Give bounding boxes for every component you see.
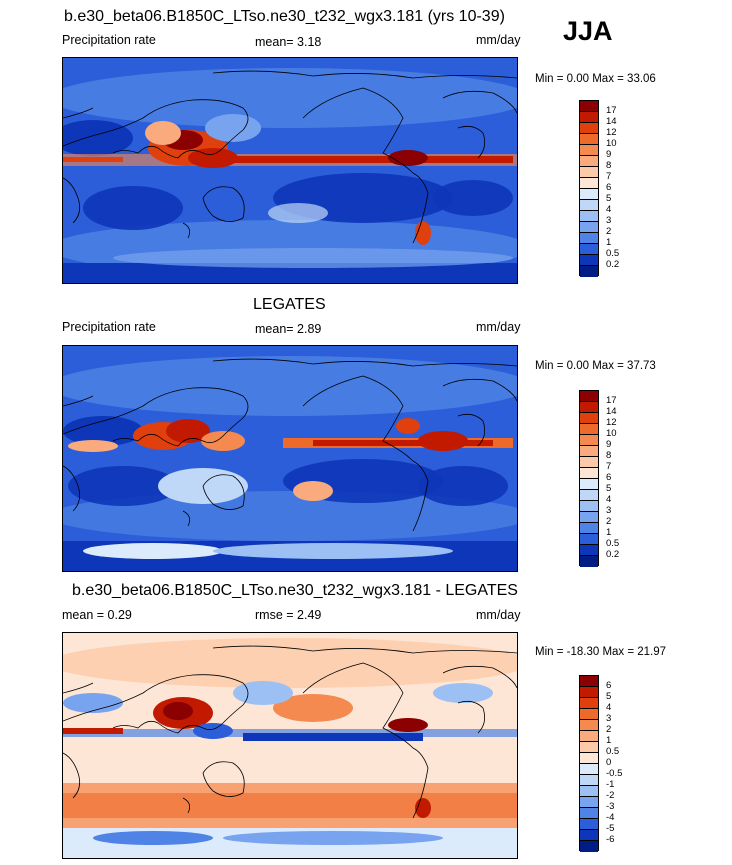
panel3-rmse-label: rmse = 2.49 (255, 608, 322, 622)
panel1-colorbar-tick: 0.5 (606, 248, 620, 259)
panel1-colorbar-tick: 9 (606, 149, 612, 160)
panel2-variable-label: Precipitation rate (62, 320, 156, 334)
panel3-minmax-label: Min = -18.30 Max = 21.97 (535, 646, 667, 658)
panel2-colorbar-tick: 0.2 (606, 549, 620, 560)
panel2-colorbar-tick: 1 (606, 527, 612, 538)
panel2-legates-precip-map (62, 345, 518, 572)
panel3-mean-label: mean = 0.29 (62, 608, 132, 622)
panel2-colorbar-tick: 0.5 (606, 538, 620, 549)
panel2-colorbar-tick: 8 (606, 450, 612, 461)
panel3-colorbar-tick: -2 (606, 790, 615, 801)
panel1-colorbar-tick: 5 (606, 193, 612, 204)
panel1-title: b.e30_beta06.B1850C_LTso.ne30_t232_wgx3.… (64, 8, 505, 25)
panel3-colorbar-tick: -6 (606, 834, 615, 845)
panel1-colorbar-tick: 10 (606, 138, 617, 149)
panel1-colorbar-tick: 3 (606, 215, 612, 226)
season-label: JJA (563, 16, 613, 46)
panel3-colorbar (579, 675, 599, 852)
panel1-model-precip-map (62, 57, 518, 284)
panel3-title: b.e30_beta06.B1850C_LTso.ne30_t232_wgx3.… (72, 582, 518, 599)
panel2-colorbar-tick: 12 (606, 417, 617, 428)
panel2-colorbar-tick: 9 (606, 439, 612, 450)
panel2-colorbar-tick: 4 (606, 494, 612, 505)
panel2-colorbar-tick: 10 (606, 428, 617, 439)
panel1-colorbar-tick: 0.2 (606, 259, 620, 270)
panel1-mean-label: mean= 3.18 (255, 35, 322, 49)
panel1-minmax-label: Min = 0.00 Max = 33.06 (535, 73, 656, 85)
panel2-colorbar-tick: 6 (606, 472, 612, 483)
panel3-difference-map (62, 632, 518, 859)
panel3-colorbar-tick: -4 (606, 812, 615, 823)
panel1-colorbar-tick: 6 (606, 182, 612, 193)
panel1-colorbar-tick: 17 (606, 105, 617, 116)
panel2-minmax-label: Min = 0.00 Max = 37.73 (535, 360, 656, 372)
panel2-title: LEGATES (253, 296, 326, 313)
panel3-colorbar-tick: 3 (606, 713, 612, 724)
panel1-colorbar-tick: 12 (606, 127, 617, 138)
panel1-colorbar (579, 100, 599, 277)
panel1-colorbar-tick: 7 (606, 171, 612, 182)
panel2-colorbar-tick: 3 (606, 505, 612, 516)
panel3-units-label: mm/day (476, 608, 521, 622)
panel3-colorbar-tick: 6 (606, 680, 612, 691)
panel2-units-label: mm/day (476, 320, 521, 334)
panel3-colorbar-tick: -3 (606, 801, 615, 812)
panel3-colorbar-tick: 2 (606, 724, 612, 735)
panel3-colorbar-tick: 5 (606, 691, 612, 702)
panel1-variable-label: Precipitation rate (62, 33, 156, 47)
panel1-units-label: mm/day (476, 33, 521, 47)
panel2-colorbar-tick: 14 (606, 406, 617, 417)
panel3-colorbar-tick: -5 (606, 823, 615, 834)
panel2-colorbar-tick: 5 (606, 483, 612, 494)
panel3-colorbar-tick: 0.5 (606, 746, 620, 757)
panel1-colorbar-tick: 1 (606, 237, 612, 248)
panel1-colorbar-tick: 2 (606, 226, 612, 237)
panel3-colorbar-tick: 1 (606, 735, 612, 746)
panel1-colorbar-tick: 8 (606, 160, 612, 171)
panel3-colorbar-tick: -0.5 (606, 768, 623, 779)
panel3-colorbar-tick: -1 (606, 779, 615, 790)
panel2-colorbar (579, 390, 599, 567)
panel2-colorbar-tick: 2 (606, 516, 612, 527)
panel3-colorbar-tick: 4 (606, 702, 612, 713)
panel1-colorbar-tick: 4 (606, 204, 612, 215)
panel2-mean-label: mean= 2.89 (255, 322, 322, 336)
panel2-colorbar-tick: 7 (606, 461, 612, 472)
panel2-colorbar-tick: 17 (606, 395, 617, 406)
panel1-colorbar-tick: 14 (606, 116, 617, 127)
panel3-colorbar-tick: 0 (606, 757, 612, 768)
